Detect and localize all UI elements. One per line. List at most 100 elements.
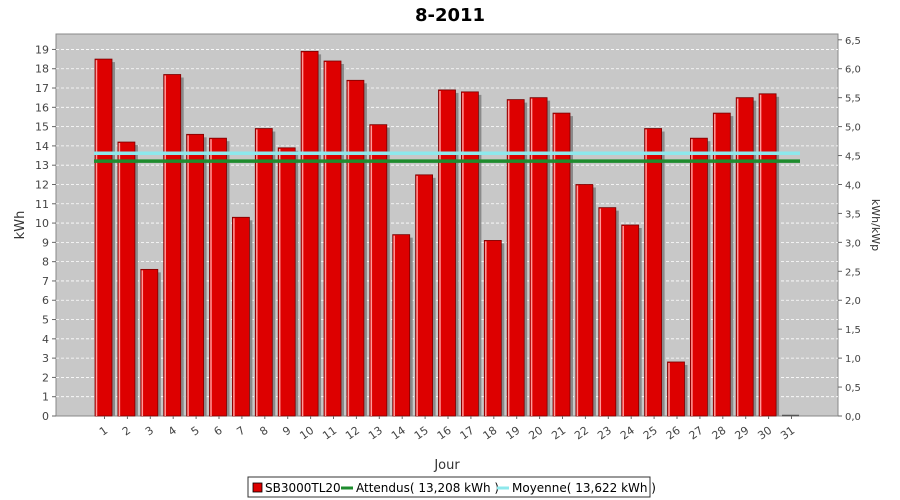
y2-tick-label: 6,5 xyxy=(845,36,861,47)
x-tick-label: 29 xyxy=(732,424,751,443)
y-tick-label: 9 xyxy=(42,236,49,249)
bar xyxy=(758,93,777,417)
x-tick-label: 6 xyxy=(212,424,225,439)
bar xyxy=(117,141,136,417)
x-tick-label: 8 xyxy=(257,424,270,439)
bar xyxy=(712,112,731,417)
y2-tick-label: 5,0 xyxy=(845,123,861,134)
bar xyxy=(186,133,205,417)
y2-tick-label: 3,5 xyxy=(845,209,861,220)
x-tick-label: 20 xyxy=(526,424,545,443)
x-tick-label: 3 xyxy=(143,424,156,439)
x-tick-label: 2 xyxy=(120,424,133,439)
x-tick-label: 7 xyxy=(234,424,247,439)
bar xyxy=(163,74,182,417)
x-tick-label: 16 xyxy=(435,424,454,443)
y-tick-label: 17 xyxy=(35,82,49,95)
y-tick-label: 14 xyxy=(35,140,49,153)
bar xyxy=(209,137,227,417)
y2-tick-label: 4,0 xyxy=(845,180,861,191)
y-tick-label: 18 xyxy=(35,63,49,76)
y-tick-label: 11 xyxy=(35,198,49,211)
bar xyxy=(735,97,754,417)
legend-label-attendus: Attendus( 13,208 kWh ) xyxy=(356,481,499,495)
x-tick-label: 24 xyxy=(618,424,637,443)
x-tick-label: 14 xyxy=(389,424,408,443)
y2-tick-label: 0,5 xyxy=(845,383,861,394)
x-tick-label: 10 xyxy=(297,424,316,443)
y2-tick-label: 2,0 xyxy=(845,296,861,307)
y-axis-right: 0,0 0,5 1,0 1,5 2,0 2,5 3,0 3,5 4,0 4,5 5,0 5,5 6,0 6… xyxy=(838,36,861,423)
reference-lines xyxy=(94,151,800,163)
y2-tick-label: 1,5 xyxy=(845,325,861,336)
x-tick-label: 31 xyxy=(778,424,797,443)
legend-swatch-bars xyxy=(252,482,263,493)
chart-title: 8-2011 xyxy=(415,5,485,26)
y-tick-label: 13 xyxy=(35,159,49,172)
y-tick-label: 16 xyxy=(35,101,49,114)
x-tick-label: 25 xyxy=(641,424,660,443)
y2-tick-label: 1,0 xyxy=(845,354,861,365)
x-tick-label: 22 xyxy=(572,424,591,443)
y-tick-label: 4 xyxy=(42,333,49,346)
bar xyxy=(667,361,685,417)
x-tick-label: 23 xyxy=(595,424,614,443)
x-tick-label: 21 xyxy=(549,424,568,443)
bar xyxy=(529,97,548,417)
x-tick-label: 28 xyxy=(710,424,729,443)
y2-tick-label: 3,0 xyxy=(845,238,861,249)
bars xyxy=(94,50,799,417)
bar xyxy=(392,234,411,417)
y2-axis-title: kWh/kWp xyxy=(869,199,882,251)
bar xyxy=(598,207,617,417)
x-tick-label: 13 xyxy=(366,424,385,443)
x-tick-label: 19 xyxy=(503,424,522,443)
x-axis-title: Jour xyxy=(433,458,460,473)
bar xyxy=(94,58,113,417)
legend-box xyxy=(247,476,651,498)
x-tick-label: 30 xyxy=(755,424,774,443)
legend-label-moyenne: Moyenne( 13,622 kWh ) xyxy=(512,481,656,495)
bar xyxy=(346,79,365,417)
bar xyxy=(323,60,342,417)
y-tick-label: 1 xyxy=(42,391,49,404)
y-tick-label: 10 xyxy=(35,217,49,230)
bar xyxy=(552,112,571,417)
y-axis-title: kWh xyxy=(13,211,28,240)
legend-label-bars: SB3000TL20 xyxy=(265,481,341,495)
bar xyxy=(415,174,434,417)
x-axis: 1 2 3 4 5 6 7 8 9 10 11 12 13 14 15 16 17 18 19 20 21 22 23 24 2… xyxy=(97,416,797,442)
y-tick-label: 12 xyxy=(35,178,49,191)
x-tick-label: 1 xyxy=(97,424,110,439)
y-tick-label: 19 xyxy=(35,43,49,56)
y2-tick-label: 4,5 xyxy=(845,152,861,163)
bar xyxy=(690,137,708,417)
x-tick-label: 15 xyxy=(412,424,431,443)
y-tick-label: 3 xyxy=(42,352,49,365)
bar xyxy=(506,99,525,417)
bar xyxy=(460,91,479,417)
x-tick-label: 27 xyxy=(687,424,706,443)
bar xyxy=(277,147,296,417)
x-tick-label: 5 xyxy=(189,424,202,439)
y-tick-label: 15 xyxy=(35,121,49,134)
legend: SB3000TL20 Attendus( 13,208 kWh ) Moyenn… xyxy=(247,476,656,498)
bar xyxy=(369,124,388,417)
bar xyxy=(300,50,319,417)
bar xyxy=(644,128,662,417)
y-tick-label: 0 xyxy=(42,410,49,423)
y2-tick-label: 2,5 xyxy=(845,267,861,278)
x-tick-label: 4 xyxy=(166,424,179,439)
y-tick-label: 7 xyxy=(42,275,49,288)
bar xyxy=(140,268,159,417)
bar xyxy=(438,89,456,417)
bar xyxy=(254,128,273,417)
y-tick-label: 6 xyxy=(42,294,49,307)
bar xyxy=(621,224,640,417)
x-tick-label: 26 xyxy=(664,424,683,443)
x-tick-label: 12 xyxy=(343,424,362,443)
x-tick-label: 11 xyxy=(320,424,339,443)
y2-tick-label: 6,0 xyxy=(845,65,861,76)
